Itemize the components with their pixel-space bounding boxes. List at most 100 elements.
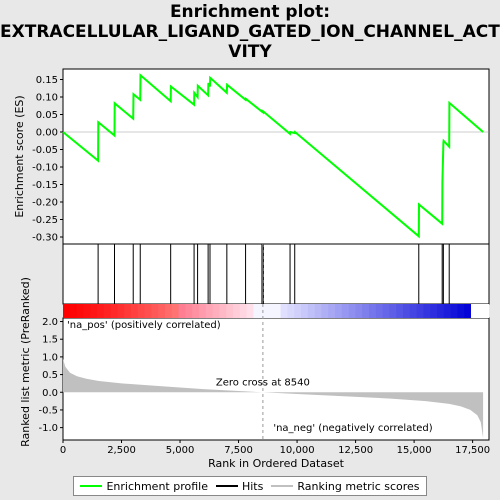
legend-item-hits: Hits (215, 479, 264, 493)
color-bar-segment (192, 304, 200, 318)
color-bar-segment (239, 304, 248, 318)
rank-ytick-label: 0.0 (42, 388, 58, 399)
color-bar-segment (423, 304, 431, 318)
color-bar-segment (464, 304, 472, 318)
color-bar-segment (103, 304, 112, 318)
rank-xtick-label: 5,000 (166, 445, 195, 456)
color-bar-segment (321, 304, 329, 318)
color-bar-segment (369, 304, 377, 318)
color-bar-segment (335, 304, 343, 318)
es-ytick-label: -0.30 (32, 233, 58, 244)
color-bar-segment (457, 304, 465, 318)
rank-ytick-label: 1.0 (42, 352, 58, 363)
color-bar-segment (83, 304, 91, 318)
color-bar-segment (287, 304, 295, 318)
color-bar-segment (382, 304, 390, 318)
color-bar-segment (137, 304, 146, 318)
es-ytick-label: 0.00 (36, 128, 58, 139)
color-bar-segment (416, 304, 424, 318)
hits-panel (62, 243, 490, 305)
color-bar-segment (430, 304, 438, 318)
color-bar-segment (144, 304, 152, 318)
es-ytick-label: 0.05 (36, 110, 58, 121)
rank-ytick-label: -1.0 (38, 423, 58, 434)
title-line-1: Enrichment plot: (169, 2, 331, 22)
color-bar-segment (267, 304, 275, 318)
rank-ylabel: Ranked list metric (PreRanked) (19, 277, 32, 447)
color-bar-segment (97, 304, 105, 318)
color-bar-segment (341, 304, 350, 318)
color-bar-segment (396, 304, 404, 318)
color-bar-segment (389, 304, 397, 318)
rank-xtick-label: 12,500 (338, 445, 373, 456)
color-bar-segment (362, 304, 370, 318)
color-bar-segment (294, 304, 302, 318)
color-bar-segment (178, 304, 186, 318)
neg-correlated-label: 'na_neg' (negatively correlated) (273, 423, 432, 434)
color-bar-segment (260, 304, 268, 318)
rank-xtick-label: 15,000 (397, 445, 432, 456)
color-bar-segment (253, 304, 261, 318)
color-bar-segment (355, 304, 363, 318)
color-bar-segment (151, 304, 159, 318)
title-line-2: EXTRACELLULAR_LIGAND_GATED_ION_CHANNEL_A… (0, 22, 500, 42)
pos-correlated-label: 'na_pos' (positively correlated) (67, 320, 221, 331)
color-bar-tail (471, 304, 489, 318)
color-bar-segment (219, 304, 227, 318)
color-bar-segment (117, 304, 125, 318)
color-bar-segment (185, 304, 193, 318)
es-ytick-label: -0.25 (32, 215, 58, 226)
color-bar-segment (165, 304, 173, 318)
rank-xtick-label: 7,500 (224, 445, 253, 456)
chart-title: Enrichment plot: EXTRACELLULAR_LIGAND_GA… (0, 2, 500, 62)
rank-ytick-label: 0.5 (42, 370, 58, 381)
rank-ytick-label: -0.5 (38, 405, 58, 416)
rank-panel (62, 317, 490, 441)
color-bar-segment (273, 304, 282, 318)
color-bar-segment (226, 304, 234, 318)
rank-xtick-label: 2,500 (107, 445, 136, 456)
legend-label-hits: Hits (241, 479, 264, 493)
rank-ytick-label: 2.0 (42, 317, 58, 328)
es-ytick-label: 0.15 (36, 75, 58, 86)
color-bar-segment (280, 304, 288, 318)
legend-swatch-metric (271, 485, 294, 487)
color-bar-segment (328, 304, 336, 318)
es-ytick-label: -0.10 (32, 163, 58, 174)
color-bar-segment (437, 304, 445, 318)
es-ytick-label: -0.20 (32, 198, 58, 209)
es-panel (62, 68, 490, 245)
color-bar-segment (110, 304, 118, 318)
color-bar-segment (307, 304, 316, 318)
rank-ytick-label: 1.5 (42, 335, 58, 346)
legend-swatch-profile (80, 485, 103, 487)
color-bar-segment (233, 304, 241, 318)
color-bar-segment (199, 304, 207, 318)
color-bar-segment (301, 304, 309, 318)
legend-label-metric: Ranking metric scores (297, 479, 420, 493)
legend: Enrichment profile Hits Ranking metric s… (73, 476, 427, 496)
color-bar-segment (314, 304, 322, 318)
color-bar-segment (171, 304, 180, 318)
legend-label-profile: Enrichment profile (106, 479, 208, 493)
color-bar-segment (403, 304, 411, 318)
zero-cross-label: Zero cross at 8540 (216, 377, 310, 388)
ranking-metric-area (63, 358, 484, 439)
color-bar-segment (246, 304, 254, 318)
color-bar-segment (90, 304, 98, 318)
enrichment-profile-line (62, 73, 484, 239)
color-bar-segment (409, 304, 418, 318)
rank-xtick-label: 17,500 (455, 445, 490, 456)
color-bar-segment (124, 304, 132, 318)
color-bar-segment (205, 304, 214, 318)
color-bar-segment (131, 304, 139, 318)
color-bar-segment (212, 304, 220, 318)
color-bar-segment (158, 304, 166, 318)
color-bar-segment (63, 304, 71, 318)
color-bar-segment (76, 304, 84, 318)
es-ytick-label: -0.05 (32, 145, 58, 156)
es-ytick-label: 0.10 (36, 93, 58, 104)
color-bar-segment (69, 304, 78, 318)
color-bar-segment (450, 304, 458, 318)
color-bar-segment (348, 304, 356, 318)
